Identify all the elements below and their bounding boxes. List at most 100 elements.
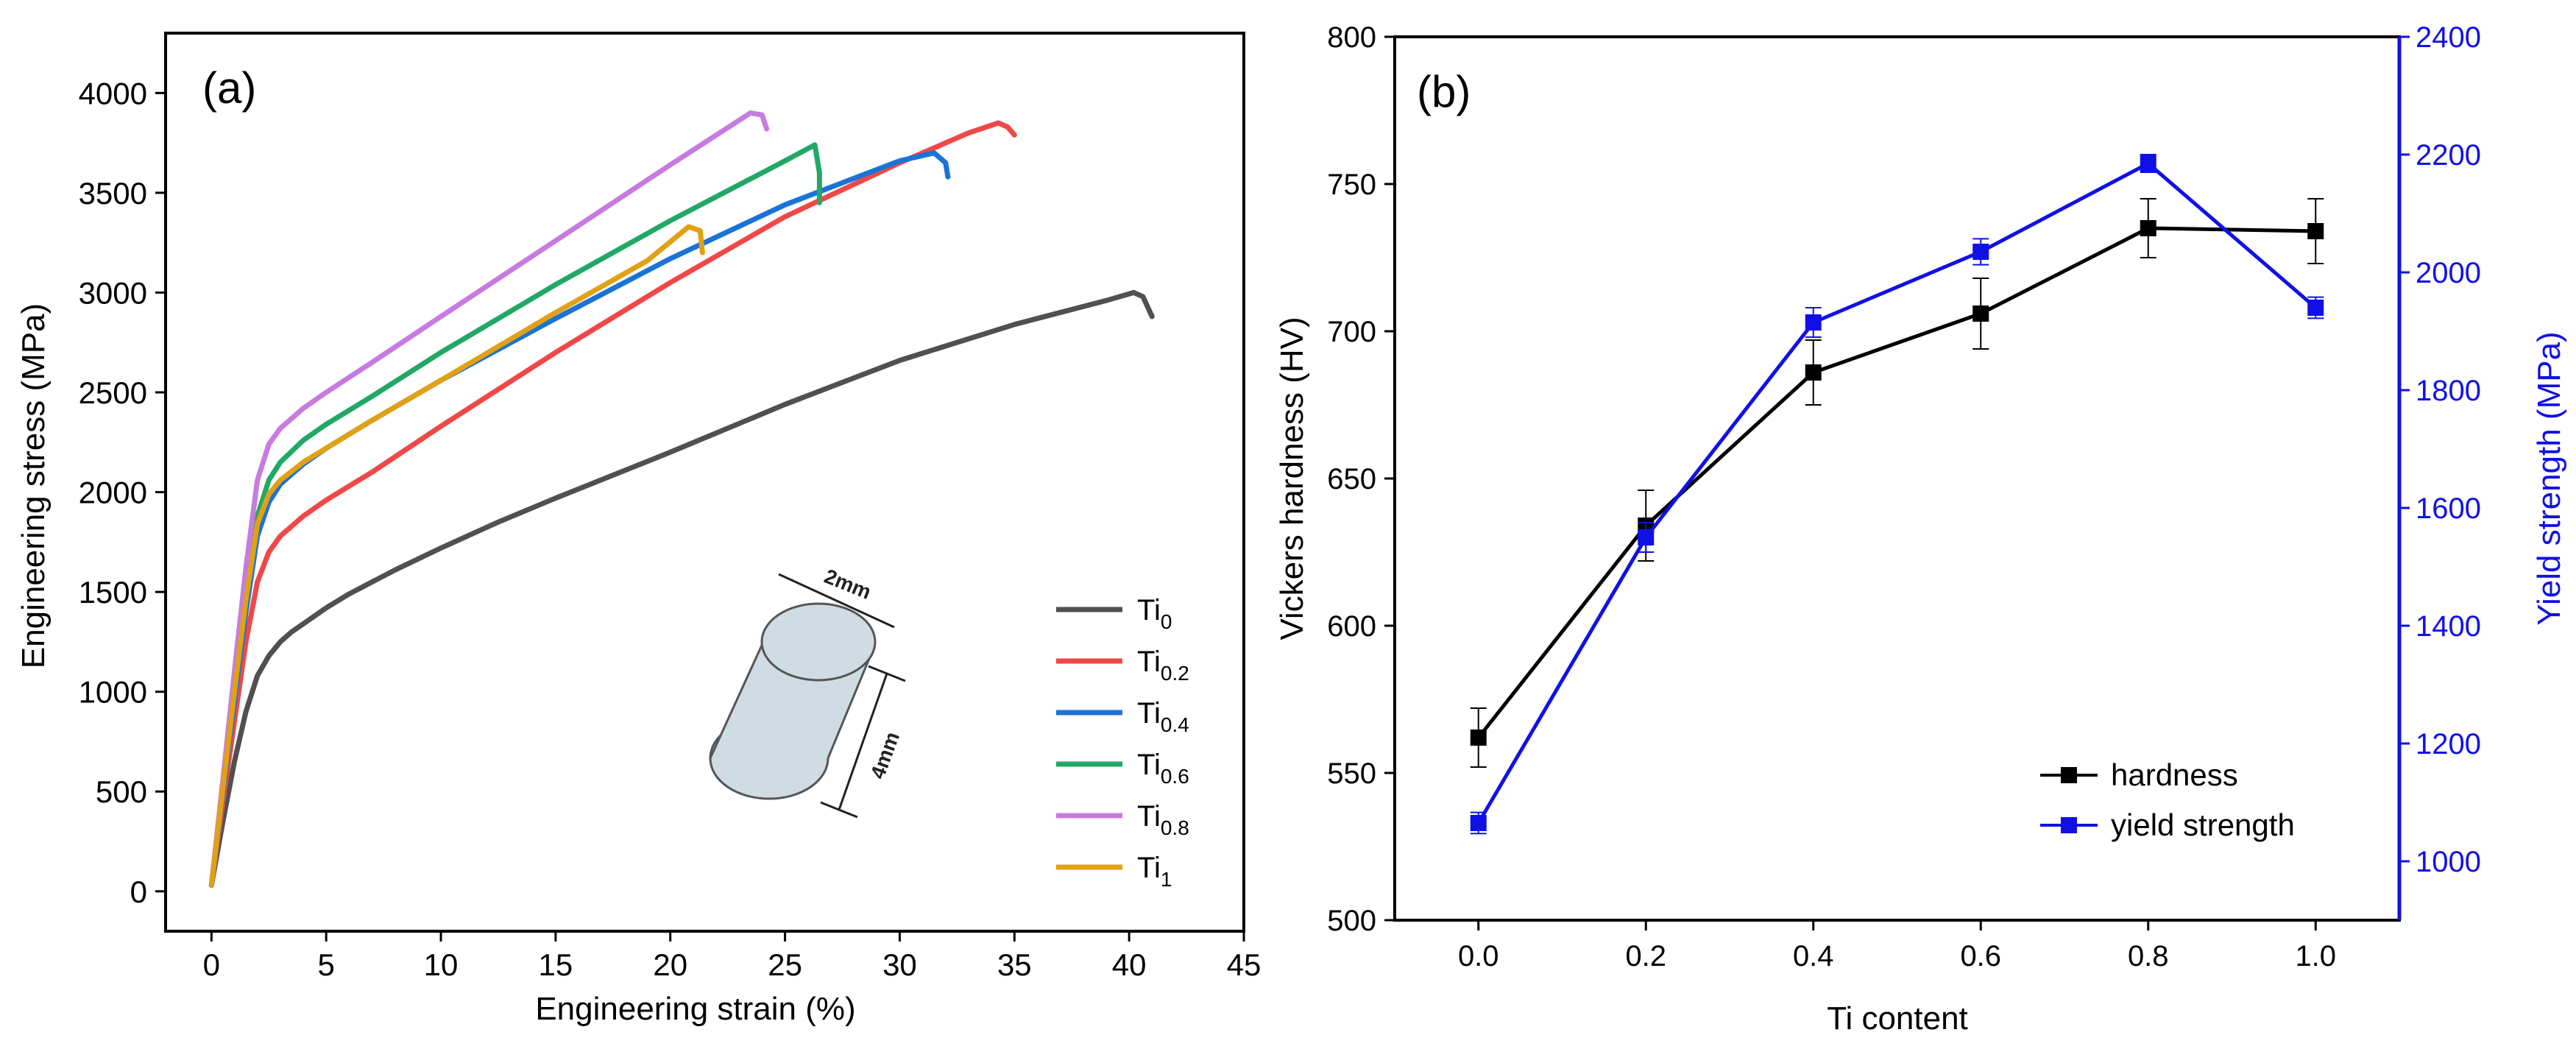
panel-b-left-y-ticks: 500 550 600 650 700 750 800 — [1327, 21, 1395, 937]
panel-b-right-y-tick-label: 2000 — [2416, 257, 2481, 289]
series-line-ti1 — [208, 224, 705, 889]
series-line-ti0-2 — [208, 120, 1017, 889]
panel-b-legend: hardness yield strength — [2040, 757, 2295, 842]
cylinder-right-edge — [827, 651, 874, 759]
hardness-marker — [2140, 220, 2156, 236]
panel-a-x-tick-label: 45 — [1227, 947, 1262, 982]
panel-b-left-y-tick-label: 650 — [1327, 463, 1376, 495]
panel-b-x-axis-label: Ti content — [1827, 1000, 1968, 1036]
panel-b-left-y-tick-label: 800 — [1327, 21, 1376, 54]
dimension-line-2mm — [778, 573, 895, 629]
panel-a-label: (a) — [202, 63, 256, 113]
specimen-cylinder-illustration: 2mm 4mm — [709, 565, 906, 819]
panel-b-right-y-tick-label: 1400 — [2416, 610, 2481, 643]
hardness-marker — [1470, 730, 1487, 746]
legend-label-yield-strength: yield strength — [2111, 808, 2295, 842]
legend-label-hardness: hardness — [2111, 757, 2238, 792]
legend-label-subscript: 0.4 — [1161, 713, 1189, 736]
panel-b-left-y-tick-label: 700 — [1327, 316, 1376, 348]
panel-b-right-y-tick-label: 1000 — [2416, 846, 2481, 878]
legend-label-ti0-8: Ti0.8 — [1137, 800, 1189, 839]
legend-marker-yield-strength — [2061, 817, 2077, 833]
panel-b-right-y-tick-label: 1800 — [2416, 375, 2481, 407]
panel-b-x-tick-label: 0.8 — [2128, 940, 2169, 972]
dimension-label-4mm: 4mm — [866, 729, 904, 782]
legend-label-ti0-2: Ti0.2 — [1137, 646, 1189, 685]
panel-a-x-tick-label: 25 — [768, 947, 802, 982]
hardness-marker — [2307, 223, 2324, 239]
dimension-tick-4mm-bottom — [820, 801, 858, 819]
legend-label-subscript: 0 — [1161, 610, 1172, 633]
panel-a-series-lines — [208, 110, 1155, 889]
legend-label-ti0-4: Ti0.4 — [1137, 697, 1189, 736]
yield-strength-line — [1476, 160, 2317, 824]
panel-a-y-tick-label: 0 — [130, 875, 147, 909]
legend-label-base: Ti — [1137, 852, 1161, 884]
panel-a-y-tick-label: 1000 — [79, 675, 147, 710]
panel-b-right-y-tick-label: 2400 — [2416, 21, 2481, 54]
legend-label-subscript: 0.8 — [1161, 816, 1189, 839]
panel-a-y-tick-label: 2500 — [79, 375, 147, 410]
panel-a-x-tick-label: 40 — [1112, 947, 1147, 982]
panel-a-x-tick-label: 15 — [539, 947, 573, 982]
panel-b-label: (b) — [1417, 67, 1471, 116]
panel-b-x-ticks: 0.0 0.2 0.4 0.6 0.8 1.0 — [1458, 920, 2336, 972]
panel-b-x-tick-label: 0.0 — [1458, 940, 1499, 972]
panel-a-x-ticks: 0 5 10 15 20 25 30 35 40 45 — [203, 931, 1262, 982]
panel-b-left-y-tick-label: 600 — [1327, 610, 1376, 643]
legend-label-base: Ti — [1137, 697, 1161, 730]
panel-b-left-y-axis-label: Vickers hardness (HV) — [1274, 317, 1310, 640]
panel-b-x-tick-label: 0.4 — [1793, 940, 1834, 972]
dimension-line-4mm — [838, 673, 888, 810]
dimension-tick-4mm-top — [868, 665, 906, 682]
yield-strength-marker — [2307, 300, 2324, 316]
legend-label-ti0: Ti0 — [1137, 594, 1172, 633]
panel-a-x-tick-label: 10 — [424, 947, 459, 982]
panel-a-x-tick-label: 20 — [653, 947, 687, 982]
cylinder-top-face — [760, 602, 877, 682]
panel-a-x-tick-label: 30 — [882, 947, 917, 982]
series-line-ti0 — [208, 289, 1155, 889]
legend-marker-hardness — [2061, 767, 2077, 783]
panel-b-x-tick-label: 0.2 — [1625, 940, 1666, 972]
yield-strength-marker — [1972, 244, 1989, 260]
panel-a-x-tick-label: 0 — [203, 947, 220, 982]
panel-a-y-tick-label: 4000 — [79, 76, 147, 110]
yield-strength-marker — [2140, 155, 2156, 172]
panel-b-right-y-axis-label: Yield strength (MPa) — [2531, 331, 2567, 625]
legend-label-base: Ti — [1137, 646, 1161, 678]
series-line-ti0-8 — [208, 110, 770, 889]
series-line-ti0-4 — [208, 150, 951, 889]
panel-a-y-tick-label: 500 — [96, 774, 147, 809]
hardness-line — [1476, 226, 2316, 739]
panel-b-x-tick-label: 1.0 — [2295, 940, 2336, 972]
panel-b-x-tick-label: 0.6 — [1960, 940, 2001, 972]
panel-a-plot-frame — [164, 32, 1245, 933]
panel-b-left-y-tick-label: 750 — [1327, 169, 1376, 201]
hardness-marker — [1805, 364, 1822, 381]
cylinder-left-edge — [709, 640, 765, 759]
legend-label-subscript: 1 — [1161, 868, 1172, 891]
panel-a-y-ticks: 0 500 1000 1500 2000 2500 3000 3500 4000 — [79, 76, 166, 909]
panel-a-y-tick-label: 2000 — [79, 476, 147, 510]
hardness-marker — [1972, 305, 1989, 322]
yield-strength-marker — [1805, 314, 1822, 331]
yield-strength-marker — [1470, 815, 1487, 831]
legend-label-ti1: Ti1 — [1137, 852, 1172, 891]
panel-a-y-axis-label: Engineering stress (MPa) — [15, 303, 52, 668]
panel-b-right-y-tick-label: 1600 — [2416, 492, 2481, 525]
panel-b-series — [1470, 154, 2324, 835]
panel-b-left-y-tick-label: 500 — [1327, 905, 1376, 937]
panel-b-plot-frame — [1393, 35, 2401, 922]
yield-strength-marker — [1638, 529, 1655, 545]
panel-b-hardness-yield-chart: 0.0 0.2 0.4 0.6 0.8 1.0 500 550 600 650 700 750 800… — [1274, 21, 2567, 1036]
panel-b-right-y-tick-label: 1200 — [2416, 728, 2481, 760]
legend-label-subscript: 0.2 — [1161, 662, 1189, 685]
legend-label-ti0-6: Ti0.6 — [1137, 749, 1189, 788]
panel-a-x-tick-label: 5 — [318, 947, 335, 982]
panel-b-right-y-ticks: 1000 1200 1400 1600 1800 2000 2200 2400 — [2399, 21, 2481, 878]
panel-a-stress-strain-chart: 0 5 10 15 20 25 30 35 40 45 050010001500200025003… — [15, 32, 1262, 1027]
panel-a-x-axis-label: Engineering strain (%) — [535, 991, 855, 1027]
